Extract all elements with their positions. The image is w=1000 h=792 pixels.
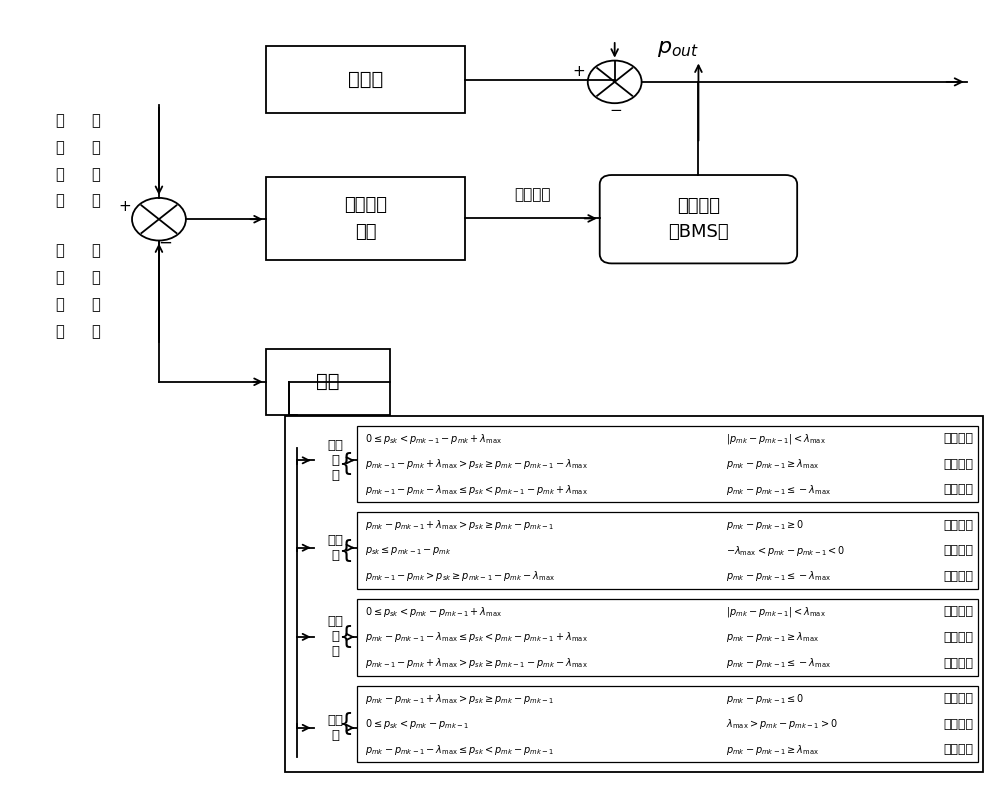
Text: 荷: 荷 bbox=[91, 324, 100, 339]
Text: $p_{mk-1} - p_{mk} - \lambda_{\max} \leq p_{sk} < p_{mk-1} - p_{mk} + \lambda_{\: $p_{mk-1} - p_{mk} - \lambda_{\max} \leq… bbox=[365, 482, 588, 497]
Text: 储能放电: 储能放电 bbox=[944, 544, 974, 558]
Text: 峰荷
区: 峰荷 区 bbox=[327, 714, 343, 742]
Bar bbox=[266, 46, 465, 113]
Text: 储能放电: 储能放电 bbox=[944, 432, 974, 445]
Text: 实: 实 bbox=[91, 167, 100, 181]
Text: $p_{mk} - p_{mk-1} \leq -\lambda_{\max}$: $p_{mk} - p_{mk-1} \leq -\lambda_{\max}$ bbox=[726, 569, 832, 584]
Text: $p_{mk} - p_{mk-1} \geq \lambda_{\max}$: $p_{mk} - p_{mk-1} \geq \lambda_{\max}$ bbox=[726, 457, 820, 471]
Text: 储能充电: 储能充电 bbox=[944, 718, 974, 731]
Text: 储能充电: 储能充电 bbox=[944, 458, 974, 470]
Text: 储能放电: 储能放电 bbox=[944, 483, 974, 496]
Text: $p_{mk} - p_{mk-1} \geq \lambda_{\max}$: $p_{mk} - p_{mk-1} \geq \lambda_{\max}$ bbox=[726, 743, 820, 756]
Text: $p_{mk-1} - p_{mk} + \lambda_{\max} > p_{sk} \geq p_{mk} - p_{mk-1} - \lambda_{\: $p_{mk-1} - p_{mk} + \lambda_{\max} > p_… bbox=[365, 457, 588, 471]
Text: 据: 据 bbox=[55, 193, 64, 208]
Text: 强壮
一
区: 强壮 一 区 bbox=[327, 439, 343, 482]
Text: 预: 预 bbox=[55, 243, 64, 258]
Text: $p_{mk} - p_{mk-1} + \lambda_{\max} > p_{sk} \geq p_{mk} - p_{mk-1}$: $p_{mk} - p_{mk-1} + \lambda_{\max} > p_… bbox=[365, 691, 555, 706]
Text: $p_{mk} - p_{mk-1} - \lambda_{\max} \leq p_{sk} < p_{mk} - p_{mk-1}$: $p_{mk} - p_{mk-1} - \lambda_{\max} \leq… bbox=[365, 743, 555, 756]
Text: 采: 采 bbox=[55, 113, 64, 128]
Text: 数: 数 bbox=[55, 297, 64, 312]
Text: $p_{mk} - p_{mk-1} \leq -\lambda_{\max}$: $p_{mk} - p_{mk-1} \leq -\lambda_{\max}$ bbox=[726, 482, 832, 497]
Text: $0 \leq p_{sk} < p_{mk} - p_{mk-1}$: $0 \leq p_{sk} < p_{mk} - p_{mk-1}$ bbox=[365, 717, 469, 731]
Text: {: { bbox=[338, 626, 353, 649]
Bar bbox=[357, 512, 978, 589]
Text: 集: 集 bbox=[55, 140, 64, 155]
Bar bbox=[357, 686, 978, 763]
Text: $|p_{mk} - p_{mk-1}| < \lambda_{\max}$: $|p_{mk} - p_{mk-1}| < \lambda_{\max}$ bbox=[726, 605, 826, 619]
Text: {: { bbox=[338, 539, 353, 563]
Text: 储能放电: 储能放电 bbox=[944, 657, 974, 669]
Text: 日: 日 bbox=[91, 243, 100, 258]
Text: 储能放电: 储能放电 bbox=[944, 569, 974, 583]
Bar bbox=[285, 416, 983, 772]
Text: $p_{mk} - p_{mk-1} \leq 0$: $p_{mk} - p_{mk-1} \leq 0$ bbox=[726, 691, 805, 706]
Text: 线: 线 bbox=[91, 140, 100, 155]
Text: $0 \leq p_{sk} < p_{mk-1} - p_{mk} + \lambda_{\max}$: $0 \leq p_{sk} < p_{mk-1} - p_{mk} + \la… bbox=[365, 432, 503, 446]
Text: $p_{mk} - p_{mk-1} \geq 0$: $p_{mk} - p_{mk-1} \geq 0$ bbox=[726, 518, 805, 532]
Text: 谷荷
区: 谷荷 区 bbox=[327, 534, 343, 562]
Text: 在: 在 bbox=[91, 113, 100, 128]
Text: 风电场: 风电场 bbox=[348, 70, 383, 89]
Text: $p_{out}$: $p_{out}$ bbox=[657, 39, 699, 59]
Text: {: { bbox=[338, 712, 353, 736]
Text: 调度管理: 调度管理 bbox=[514, 188, 551, 203]
Text: 负: 负 bbox=[91, 297, 100, 312]
Text: $-\lambda_{\max} < p_{mk} - p_{mk-1} < 0$: $-\lambda_{\max} < p_{mk} - p_{mk-1} < 0… bbox=[726, 544, 846, 558]
Text: $0 \leq p_{sk} < p_{mk} - p_{mk-1} + \lambda_{\max}$: $0 \leq p_{sk} < p_{mk} - p_{mk-1} + \la… bbox=[365, 605, 503, 619]
Text: 储能充电: 储能充电 bbox=[944, 631, 974, 644]
Text: −: − bbox=[158, 234, 172, 252]
Text: 储能放电: 储能放电 bbox=[944, 692, 974, 705]
Text: 储能充电: 储能充电 bbox=[944, 605, 974, 619]
Text: 测: 测 bbox=[55, 270, 64, 285]
Text: 储能充电: 储能充电 bbox=[944, 743, 974, 756]
Bar bbox=[357, 599, 978, 676]
Bar bbox=[266, 348, 390, 415]
Text: $|p_{mk} - p_{mk-1}| < \lambda_{\max}$: $|p_{mk} - p_{mk-1}| < \lambda_{\max}$ bbox=[726, 432, 826, 446]
Text: 储能监控
系统: 储能监控 系统 bbox=[344, 196, 387, 241]
FancyBboxPatch shape bbox=[600, 175, 797, 264]
Text: $p_{mk} - p_{mk-1} \leq -\lambda_{\max}$: $p_{mk} - p_{mk-1} \leq -\lambda_{\max}$ bbox=[726, 656, 832, 670]
Text: 前: 前 bbox=[91, 270, 100, 285]
Text: {: { bbox=[338, 452, 353, 476]
Text: −: − bbox=[609, 103, 622, 118]
Text: 储能充电: 储能充电 bbox=[944, 519, 974, 531]
Text: $\lambda_{\max} > p_{mk} - p_{mk-1} > 0$: $\lambda_{\max} > p_{mk} - p_{mk-1} > 0$ bbox=[726, 717, 838, 731]
Text: $p_{mk} - p_{mk-1} \geq \lambda_{\max}$: $p_{mk} - p_{mk-1} \geq \lambda_{\max}$ bbox=[726, 630, 820, 645]
Text: 储能系统
（BMS）: 储能系统 （BMS） bbox=[668, 197, 729, 242]
Bar bbox=[266, 177, 465, 261]
Text: 时: 时 bbox=[91, 193, 100, 208]
Text: 据: 据 bbox=[55, 324, 64, 339]
Bar bbox=[357, 426, 978, 502]
Text: $p_{mk} - p_{mk-1} + \lambda_{\max} > p_{sk} \geq p_{mk} - p_{mk-1}$: $p_{mk} - p_{mk-1} + \lambda_{\max} > p_… bbox=[365, 518, 555, 532]
Text: +: + bbox=[572, 64, 585, 79]
Text: $p_{mk-1} - p_{mk} > p_{sk} \geq p_{mk-1} - p_{mk} - \lambda_{\max}$: $p_{mk-1} - p_{mk} > p_{sk} \geq p_{mk-1… bbox=[365, 569, 555, 584]
Text: +: + bbox=[119, 199, 131, 214]
Text: $p_{mk-1} - p_{mk} + \lambda_{\max} > p_{sk} \geq p_{mk-1} - p_{mk} - \lambda_{\: $p_{mk-1} - p_{mk} + \lambda_{\max} > p_… bbox=[365, 656, 588, 670]
Text: 数: 数 bbox=[55, 167, 64, 181]
Text: 强壮
二
区: 强壮 二 区 bbox=[327, 615, 343, 658]
Text: 负荷: 负荷 bbox=[316, 372, 340, 391]
Text: $p_{mk} - p_{mk-1} - \lambda_{\max} \leq p_{sk} < p_{mk} - p_{mk-1} + \lambda_{\: $p_{mk} - p_{mk-1} - \lambda_{\max} \leq… bbox=[365, 630, 588, 645]
Text: $p_{sk} \leq p_{mk-1} - p_{mk}$: $p_{sk} \leq p_{mk-1} - p_{mk}$ bbox=[365, 545, 452, 557]
